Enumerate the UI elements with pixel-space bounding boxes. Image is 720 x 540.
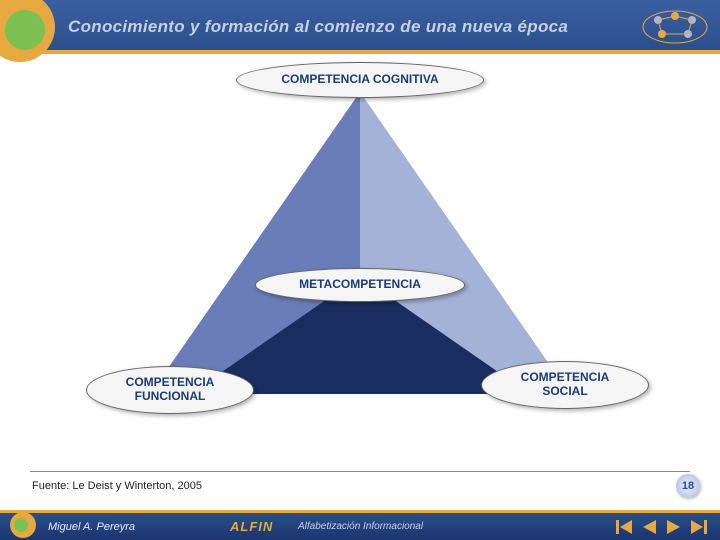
label-social: COMPETENCIASOCIAL [481,361,649,409]
footer-brand: ALFIN [230,519,273,534]
pyramid-diagram [140,84,580,414]
diagram-area: COMPETENCIA COGNITIVA METACOMPETENCIA CO… [0,54,720,474]
nav-last-button[interactable] [688,518,710,536]
footer-brand-subtitle: Alfabetización Informacional [298,521,423,532]
footer-logo-icon [10,512,36,538]
nav-prev-button[interactable] [638,518,660,536]
header-title: Conocimiento y formación al comienzo de … [68,17,568,37]
page-number: 18 [676,474,700,498]
footer-author: Miguel A. Pereyra [48,521,135,533]
source-citation: Fuente: Le Deist y Winterton, 2005 [32,480,202,492]
label-metacompetencia: METACOMPETENCIA [255,268,465,302]
header-bar: Conocimiento y formación al comienzo de … [0,0,720,54]
header-network-icon [640,8,710,46]
header-logo-inner [5,10,45,50]
footer-bar: Miguel A. Pereyra ALFIN Alfabetización I… [0,510,720,540]
label-cognitiva: COMPETENCIA COGNITIVA [236,62,484,98]
label-funcional: COMPETENCIAFUNCIONAL [86,366,254,414]
footer-divider [30,471,690,472]
nav-first-button[interactable] [613,518,635,536]
nav-next-button[interactable] [663,518,685,536]
nav-buttons [613,518,710,536]
